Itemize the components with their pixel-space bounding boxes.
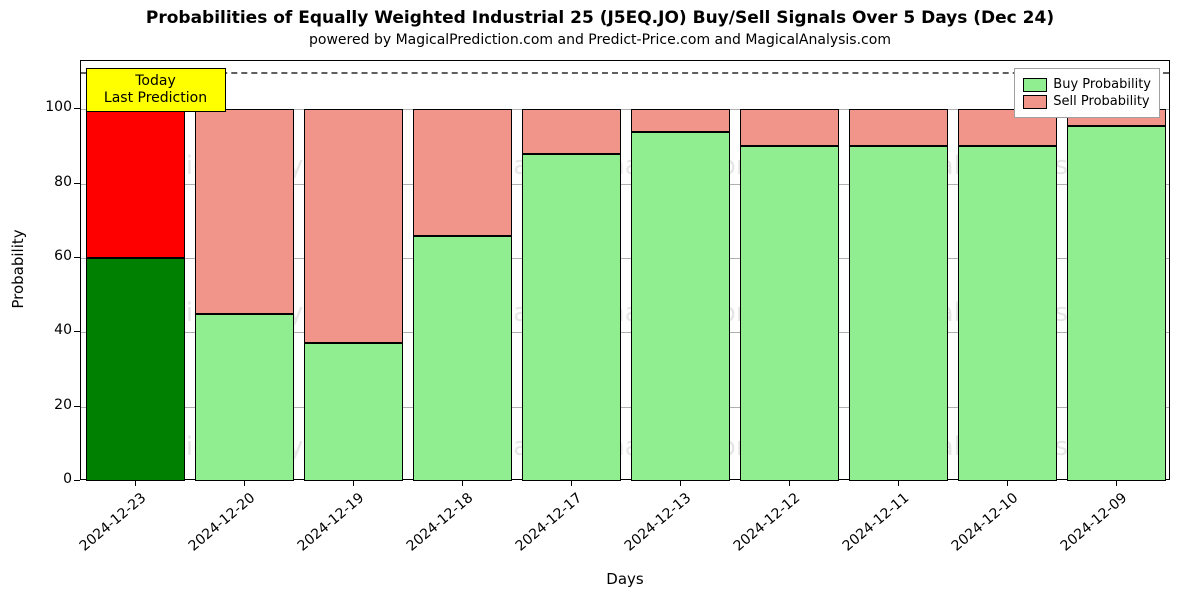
x-tick-mark (244, 480, 245, 486)
x-tick-mark (135, 480, 136, 486)
y-tick-mark (74, 183, 80, 184)
dashed-reference-line (81, 72, 1169, 74)
y-tick-mark (74, 108, 80, 109)
x-tick-mark (353, 480, 354, 486)
bar-buy (1067, 126, 1165, 481)
x-tick-mark (1007, 480, 1008, 486)
bar-buy (304, 343, 402, 481)
bar-buy (958, 146, 1056, 481)
bar-sell (86, 109, 184, 258)
legend-label-sell: Sell Probability (1053, 94, 1149, 109)
y-tick-mark (74, 331, 80, 332)
y-axis-label: Probability (9, 169, 27, 369)
y-tick-label: 80 (32, 174, 72, 190)
bar-buy (413, 236, 511, 481)
bar-buy (740, 146, 838, 481)
x-tick-mark (1116, 480, 1117, 486)
plot-area: MagicalAnalysis.comMagicalAnalysis.comMa… (80, 60, 1170, 480)
bar-buy (86, 258, 184, 481)
x-tick-mark (898, 480, 899, 486)
bar-buy (195, 314, 293, 481)
x-tick-mark (462, 480, 463, 486)
x-tick-mark (680, 480, 681, 486)
y-tick-mark (74, 257, 80, 258)
x-axis-label: Days (525, 570, 725, 588)
bar-buy (522, 154, 620, 481)
chart-figure: Probabilities of Equally Weighted Indust… (0, 0, 1200, 600)
bar-sell (631, 109, 729, 131)
legend-swatch-sell (1023, 95, 1047, 109)
legend-item-buy: Buy Probability (1023, 77, 1151, 92)
y-tick-label: 0 (32, 471, 72, 487)
x-tick-label: 2024-12-13 (621, 490, 694, 555)
legend: Buy Probability Sell Probability (1014, 68, 1160, 118)
legend-swatch-buy (1023, 78, 1047, 92)
x-tick-label: 2024-12-23 (76, 490, 149, 555)
x-tick-label: 2024-12-10 (948, 490, 1021, 555)
x-tick-label: 2024-12-18 (403, 490, 476, 555)
y-tick-mark (74, 480, 80, 481)
bar-sell (849, 109, 947, 146)
x-tick-mark (789, 480, 790, 486)
y-tick-label: 40 (32, 322, 72, 338)
x-tick-label: 2024-12-09 (1057, 490, 1130, 555)
chart-title: Probabilities of Equally Weighted Indust… (0, 8, 1200, 28)
y-tick-label: 60 (32, 248, 72, 264)
bar-sell (740, 109, 838, 146)
x-tick-label: 2024-12-19 (294, 490, 367, 555)
bar-sell (195, 109, 293, 313)
x-tick-label: 2024-12-17 (512, 490, 585, 555)
y-tick-label: 20 (32, 397, 72, 413)
bar-sell (413, 109, 511, 235)
x-tick-mark (571, 480, 572, 486)
x-tick-label: 2024-12-20 (185, 490, 258, 555)
today-annotation-box: Today Last Prediction (86, 68, 226, 112)
bar-buy (849, 146, 947, 481)
x-tick-label: 2024-12-12 (730, 490, 803, 555)
legend-item-sell: Sell Probability (1023, 94, 1151, 109)
bar-sell (522, 109, 620, 154)
bar-buy (631, 132, 729, 481)
legend-label-buy: Buy Probability (1053, 77, 1151, 92)
chart-subtitle: powered by MagicalPrediction.com and Pre… (0, 32, 1200, 48)
bar-sell (304, 109, 402, 343)
y-tick-label: 100 (32, 99, 72, 115)
y-tick-mark (74, 406, 80, 407)
x-tick-label: 2024-12-11 (839, 490, 912, 555)
